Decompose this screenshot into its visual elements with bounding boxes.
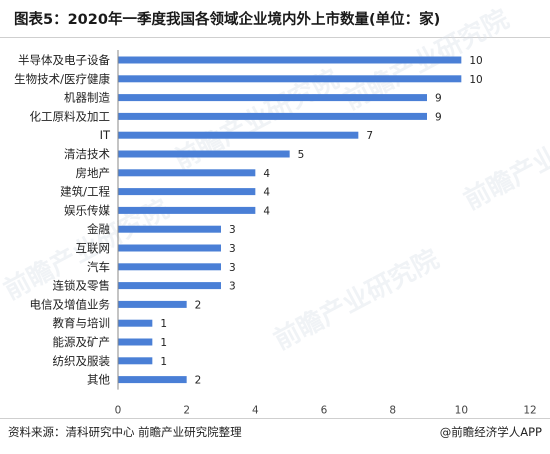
data-label: 10 — [469, 74, 482, 86]
data-label: 3 — [229, 281, 236, 293]
bar — [118, 188, 256, 196]
bar — [118, 300, 187, 308]
bar — [118, 56, 462, 64]
category-label: 建筑/工程 — [60, 185, 110, 199]
x-axis-ticks: 0 2 4 6 8 10 12 — [115, 405, 537, 417]
bar — [118, 75, 462, 83]
data-label: 3 — [229, 224, 236, 236]
bar — [118, 319, 153, 327]
bar — [118, 150, 290, 158]
category-label: IT — [100, 128, 111, 142]
bar — [118, 131, 359, 139]
data-label: 10 — [469, 55, 482, 67]
category-label: 其他 — [87, 373, 110, 387]
x-tick-label: 6 — [321, 405, 328, 417]
data-label: 4 — [263, 205, 270, 217]
data-label: 4 — [263, 187, 270, 199]
bar — [118, 94, 427, 102]
chart-title: 图表5：2020年一季度我国各领域企业境内外上市数量(单位：家) — [14, 12, 441, 28]
bar — [118, 376, 187, 384]
category-label: 电信及增值业务 — [30, 297, 111, 311]
title-divider — [0, 37, 550, 38]
footer-divider — [0, 418, 550, 419]
bar — [118, 282, 221, 290]
data-label: 7 — [366, 130, 373, 142]
category-label: 化工原料及加工 — [30, 109, 111, 123]
category-label: 半导体及电子设备 — [18, 53, 110, 67]
bar — [118, 244, 221, 252]
data-label: 1 — [160, 356, 167, 368]
data-label: 1 — [160, 337, 167, 349]
bar — [118, 225, 221, 233]
category-label: 互联网 — [76, 241, 111, 255]
x-tick-label: 4 — [252, 405, 259, 417]
category-label: 能源及矿产 — [53, 335, 111, 349]
category-label: 纺织及服装 — [53, 354, 111, 368]
category-label: 连锁及零售 — [53, 279, 111, 293]
bar — [118, 357, 153, 365]
watermark-text: 前瞻产业研究院 — [269, 243, 444, 356]
data-label: 9 — [435, 93, 442, 105]
category-label: 机器制造 — [64, 91, 110, 105]
bar — [118, 263, 221, 271]
bar — [118, 169, 256, 177]
category-label: 生物技术/医疗健康 — [14, 72, 110, 86]
data-label: 4 — [263, 168, 270, 180]
category-label: 汽车 — [87, 260, 110, 274]
data-label: 5 — [298, 149, 305, 161]
data-label: 3 — [229, 262, 236, 274]
watermark-text: 前瞻产业研究院 — [459, 103, 550, 216]
data-label: 3 — [229, 243, 236, 255]
bar — [118, 112, 427, 120]
x-tick-label: 10 — [455, 405, 468, 417]
bar — [118, 206, 256, 214]
bars-layer — [118, 56, 462, 384]
data-label: 1 — [160, 318, 167, 330]
x-tick-label: 2 — [183, 405, 190, 417]
category-label: 清洁技术 — [64, 147, 110, 161]
bar — [118, 338, 153, 346]
category-label: 教育与培训 — [53, 316, 111, 330]
category-label: 房地产 — [76, 166, 111, 180]
value-labels: 10 10 9 9 7 5 4 4 4 3 3 3 3 2 1 1 1 2 — [160, 55, 482, 387]
category-label: 娱乐传媒 — [64, 203, 110, 217]
x-tick-label: 0 — [115, 405, 122, 417]
data-label: 2 — [195, 299, 202, 311]
x-tick-label: 8 — [389, 405, 396, 417]
category-label: 金融 — [87, 222, 110, 236]
x-tick-label: 12 — [523, 405, 536, 417]
data-label: 2 — [195, 375, 202, 387]
source-note: 资料来源：清科研究中心 前瞻产业研究院整理 — [8, 425, 242, 439]
credit-note: @前瞻经济学人APP — [439, 425, 542, 439]
data-label: 9 — [435, 111, 442, 123]
